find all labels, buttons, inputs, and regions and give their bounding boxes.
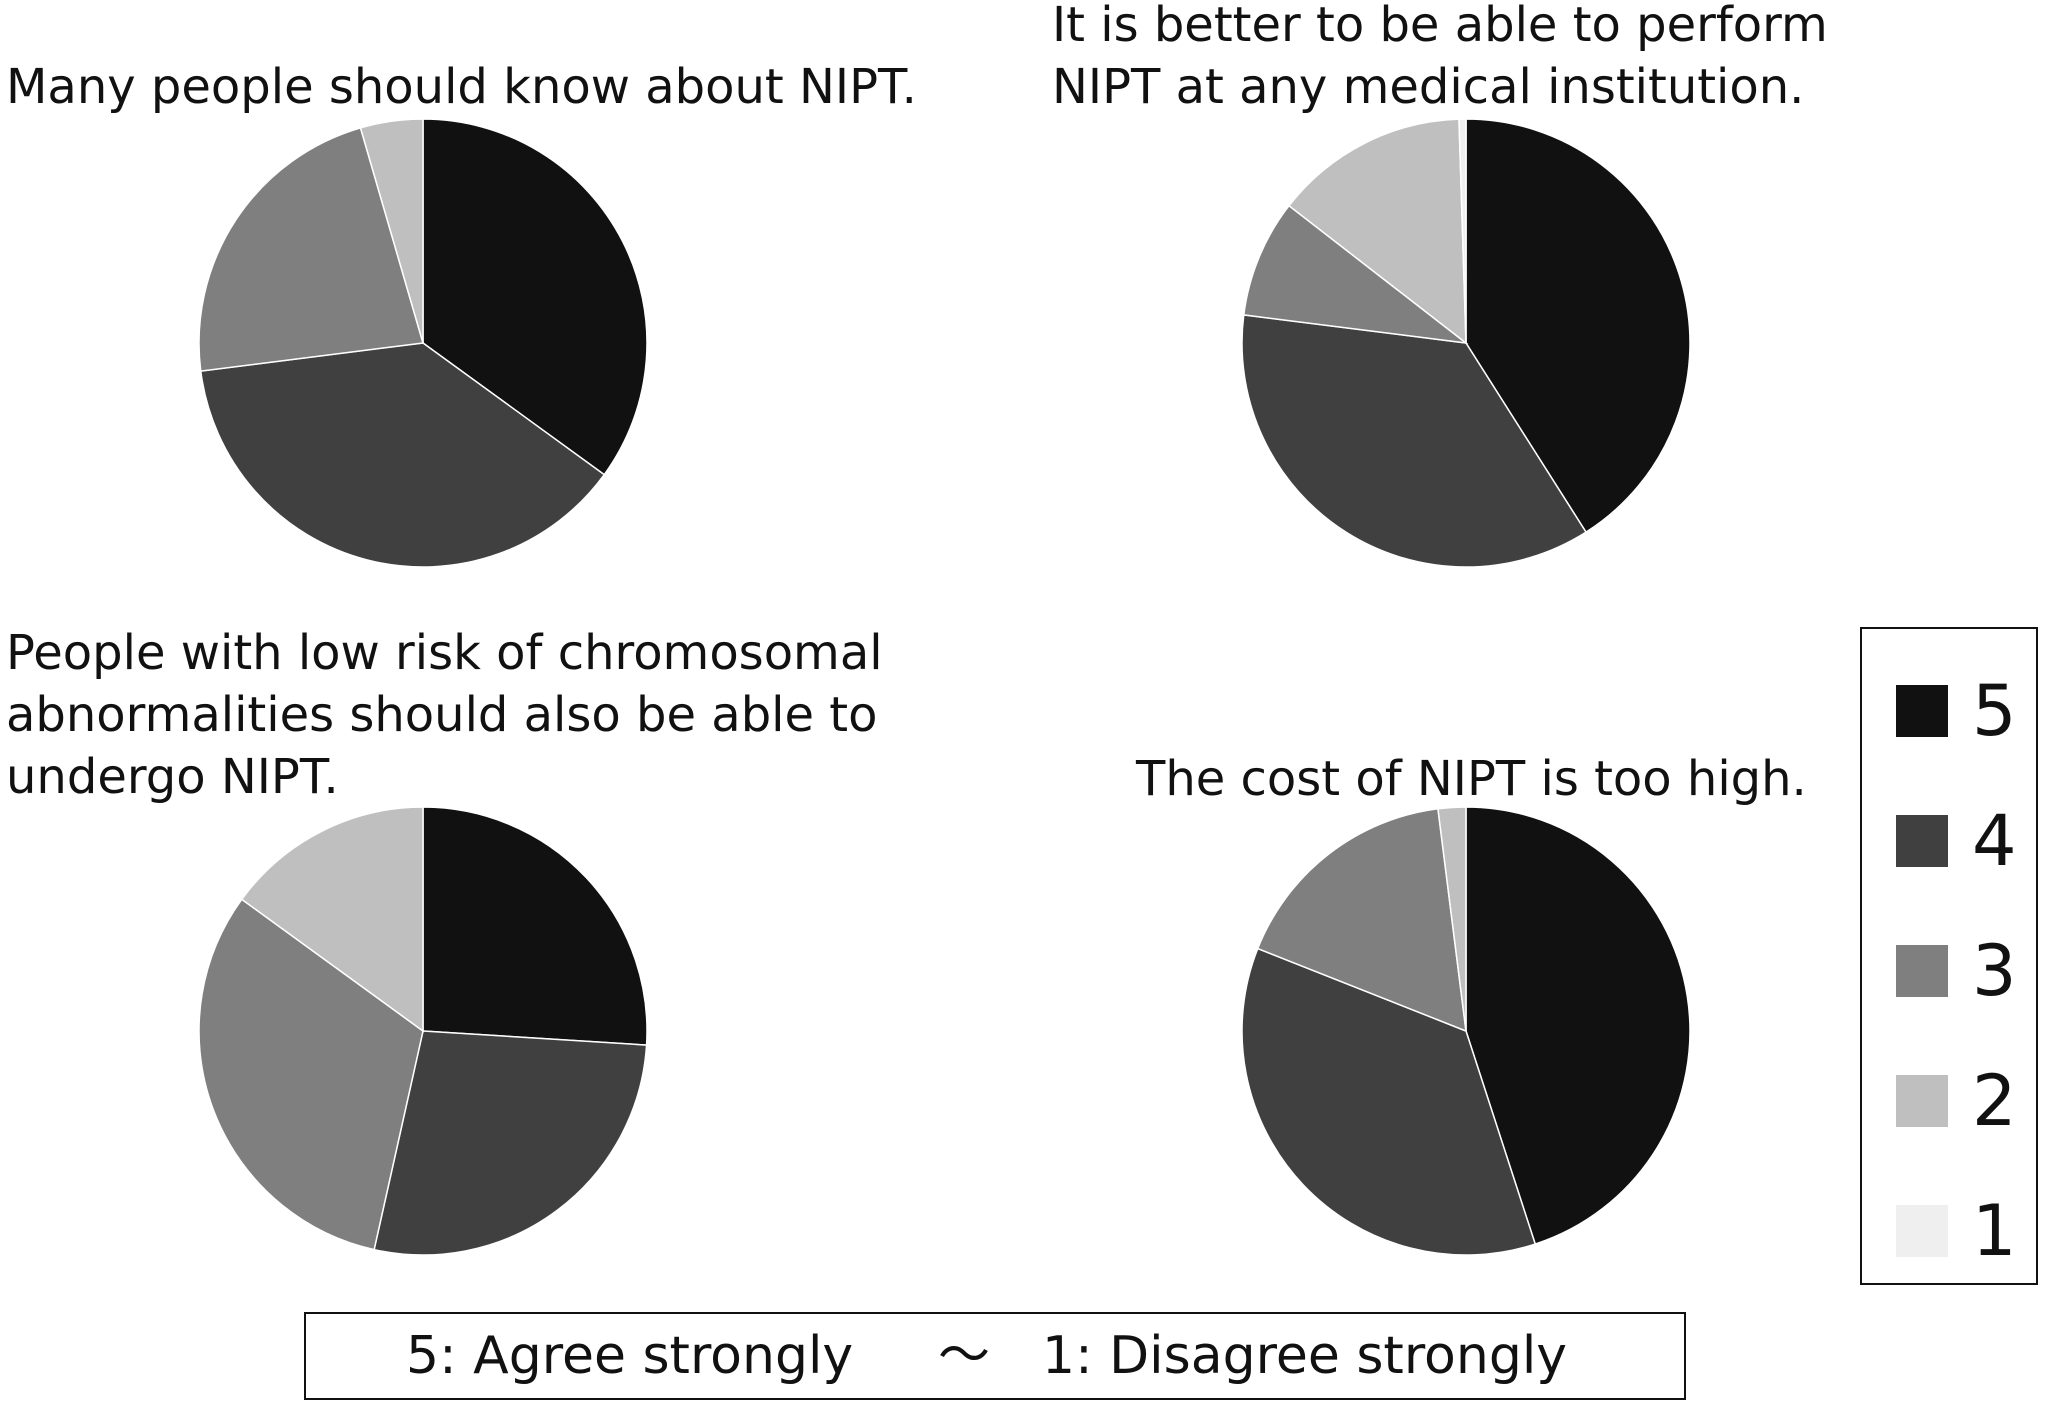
legend-swatch xyxy=(1896,945,1948,997)
chart-title-cost: The cost of NIPT is too high. xyxy=(1136,748,1807,810)
pie-slice-5 xyxy=(422,806,648,1046)
pie-slice-4 xyxy=(1241,314,1588,568)
pie-slice-5 xyxy=(1465,806,1691,1245)
legend-label: 4 xyxy=(1972,800,2017,882)
title-line: People with low risk of chromosomal xyxy=(6,625,883,681)
scale-footnote: 5: Agree strongly 〜 1: Disagree strongly xyxy=(304,1312,1686,1400)
chart-title-any-institution: It is better to be able to perform NIPT … xyxy=(1052,0,1828,118)
legend-item-1: 1 xyxy=(1896,1193,2036,1269)
pie-slice-4 xyxy=(1241,947,1537,1256)
title-line: The cost of NIPT is too high. xyxy=(1136,751,1807,807)
pie-slice-5 xyxy=(1465,118,1691,534)
footnote-agree: 5: Agree strongly xyxy=(406,1326,854,1386)
pie-slice-3 xyxy=(1256,807,1467,1033)
chart-title-low-risk: People with low risk of chromosomal abno… xyxy=(6,622,883,808)
title-line: NIPT at any medical institution. xyxy=(1052,59,1805,115)
legend-label: 2 xyxy=(1972,1060,2017,1142)
title-line: It is better to be able to perform xyxy=(1052,0,1828,53)
pie-slice-3 xyxy=(1242,204,1469,345)
pie-slice-3 xyxy=(198,126,424,372)
pie-slice-1 xyxy=(1458,118,1467,344)
pie-chart-low-risk xyxy=(198,806,648,1256)
legend-label: 5 xyxy=(1972,670,2017,752)
footnote-disagree: 1: Disagree strongly xyxy=(1042,1326,1568,1386)
legend-item-2: 2 xyxy=(1896,1063,2036,1139)
legend-label: 1 xyxy=(1972,1190,2017,1272)
legend-swatch xyxy=(1896,1205,1948,1257)
pie-chart-any-institution xyxy=(1241,118,1691,568)
chart-title-know: Many people should know about NIPT. xyxy=(6,56,917,118)
pie-slice-4 xyxy=(373,1030,648,1256)
legend-swatch xyxy=(1896,1075,1948,1127)
legend-item-4: 4 xyxy=(1896,803,2036,879)
footnote-separator: 〜 xyxy=(938,1326,991,1386)
legend-item-3: 3 xyxy=(1896,933,2036,1009)
pie-slice-5 xyxy=(422,118,648,476)
pie-slice-2 xyxy=(359,118,424,344)
legend-label: 3 xyxy=(1972,930,2017,1012)
pie-slice-2 xyxy=(240,806,424,1033)
title-line: undergo NIPT. xyxy=(6,749,339,805)
title-line: abnormalities should also be able to xyxy=(6,687,878,743)
pie-slice-2 xyxy=(1437,806,1467,1032)
legend: 5 4 3 2 1 xyxy=(1860,627,2038,1285)
legend-swatch xyxy=(1896,815,1948,867)
pie-slice-4 xyxy=(199,342,606,568)
pie-chart-cost xyxy=(1241,806,1691,1256)
pie-chart-know xyxy=(198,118,648,568)
pie-slice-3 xyxy=(198,898,424,1251)
pie-slice-2 xyxy=(1287,118,1467,345)
legend-swatch xyxy=(1896,685,1948,737)
title-line: Many people should know about NIPT. xyxy=(6,59,917,115)
legend-item-5: 5 xyxy=(1896,673,2036,749)
